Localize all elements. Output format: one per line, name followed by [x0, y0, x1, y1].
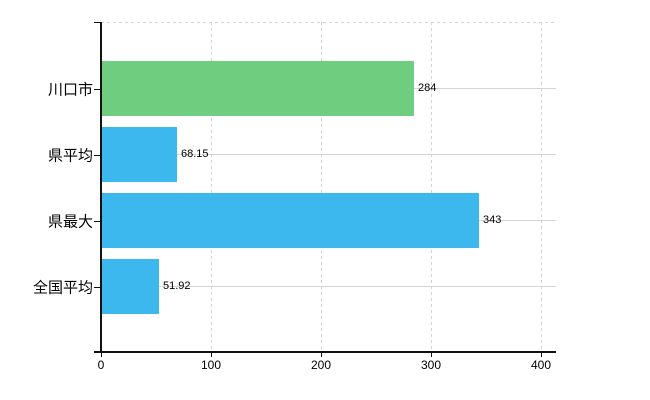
category-label: 全国平均: [32, 279, 93, 296]
x-axis-tick-label: 200: [310, 358, 332, 372]
y-axis-tick: [94, 154, 101, 156]
bar-value-label: 51.92: [163, 280, 191, 292]
gridline-vertical: [211, 22, 212, 352]
y-axis-tick: [94, 286, 101, 288]
bar-value-label: 343: [483, 214, 502, 226]
x-axis-tick-label: 300: [420, 358, 442, 372]
category-label: 県最大: [47, 213, 93, 230]
x-axis-tick: [211, 352, 212, 357]
x-axis-tick-label: 0: [97, 358, 105, 372]
y-axis-top-tick: [94, 22, 101, 23]
gridline-horizontal: [101, 286, 556, 287]
bar: [102, 127, 177, 182]
x-axis-tick: [431, 352, 432, 357]
bar-value-label: 284: [418, 82, 437, 94]
gridline-vertical: [541, 22, 542, 352]
x-axis: [94, 351, 556, 353]
gridline-vertical: [431, 22, 432, 352]
gridline-horizontal: [101, 154, 556, 155]
x-axis-tick: [321, 352, 322, 357]
x-axis-tick: [101, 352, 102, 357]
bar: [102, 193, 479, 248]
category-label: 川口市: [47, 81, 93, 98]
bar: [102, 259, 159, 314]
x-axis-tick-label: 400: [530, 358, 552, 372]
bar: [102, 61, 414, 116]
y-axis-tick: [94, 88, 101, 90]
y-axis: [100, 22, 102, 352]
category-label: 県平均: [47, 147, 93, 164]
gridline-vertical: [321, 22, 322, 352]
y-axis-tick: [94, 220, 101, 222]
bar-value-label: 68.15: [181, 148, 209, 160]
x-axis-tick: [541, 352, 542, 357]
plot-top-gridline: [101, 22, 556, 23]
x-axis-tick-label: 100: [200, 358, 222, 372]
